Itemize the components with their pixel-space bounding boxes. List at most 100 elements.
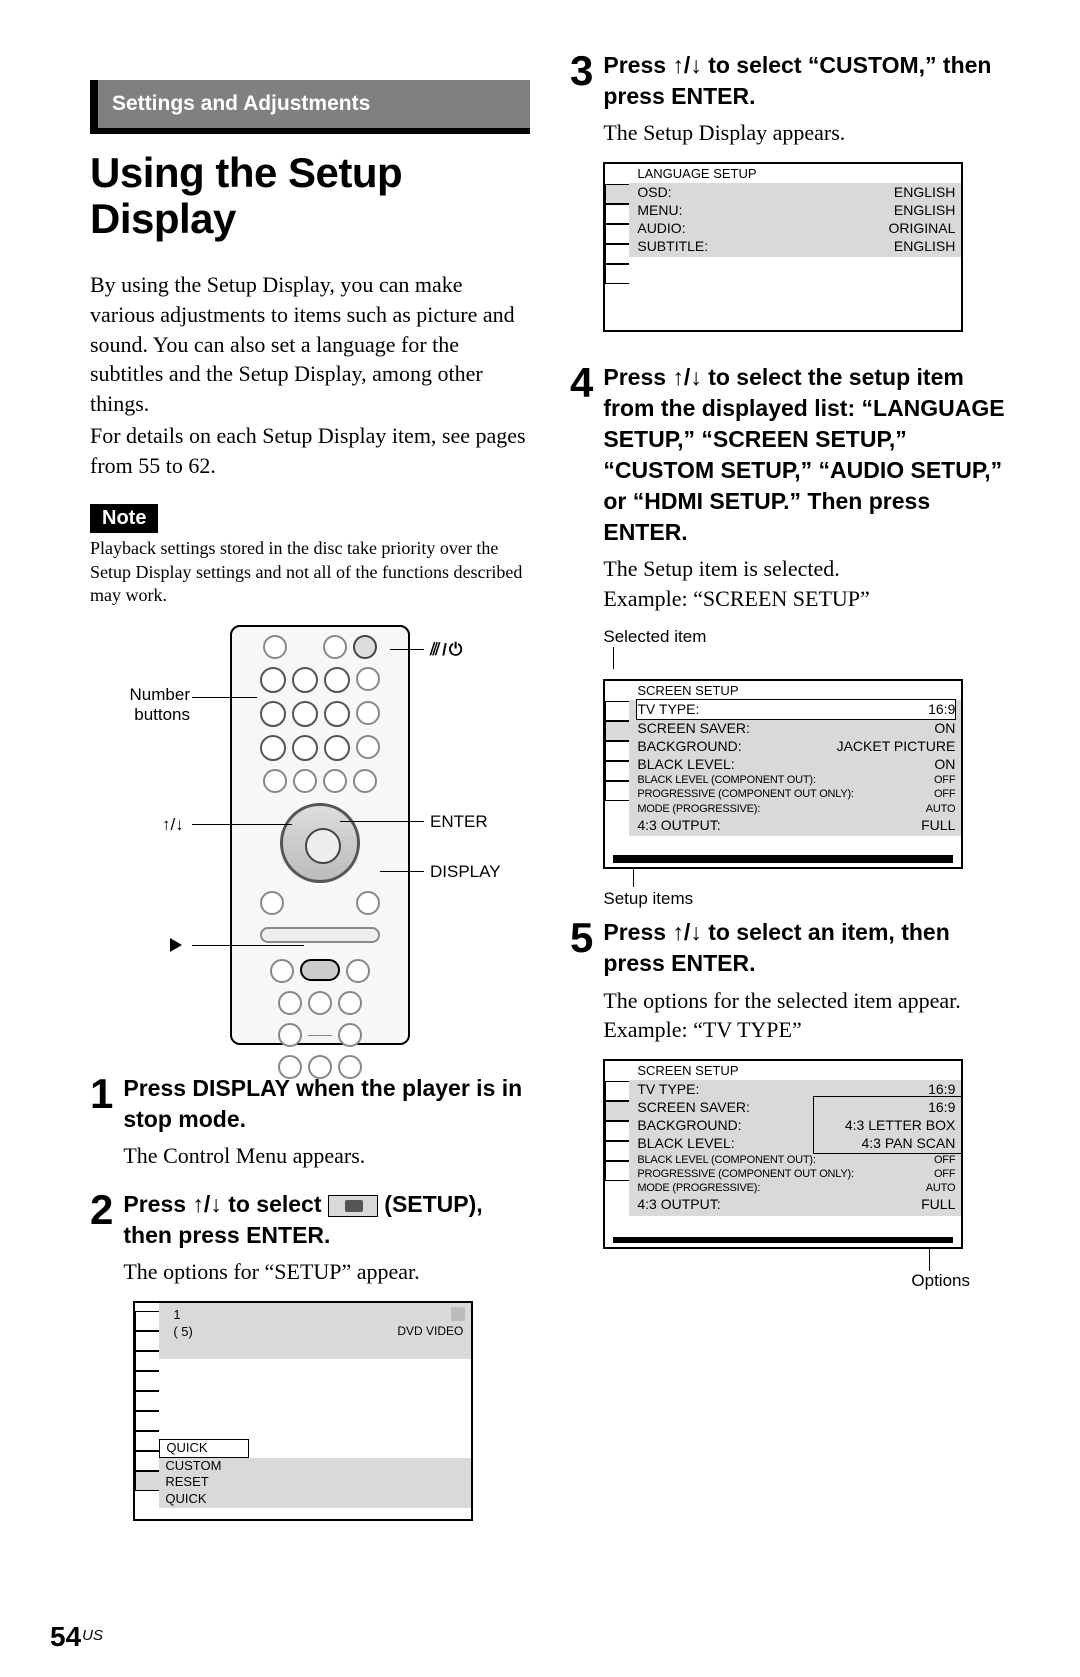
diag3-r3v: ORIGINAL	[888, 219, 955, 237]
step-3-head: Press ↑/↓ to select “CUSTOM,” then press…	[603, 50, 1010, 112]
step-2-desc: The options for “SETUP” appear.	[123, 1257, 530, 1287]
intro-p1: By using the Setup Display, you can make…	[90, 270, 530, 418]
page-number-value: 54	[50, 1621, 81, 1652]
columns: Settings and Adjustments Using the Setup…	[90, 50, 1020, 1521]
diag5-title: SCREEN SETUP	[629, 1061, 961, 1080]
diag4-r5k: BLACK LEVEL (COMPONENT OUT):	[637, 773, 823, 787]
diag5-r1k: TV TYPE:	[637, 1080, 707, 1098]
step-number: 1	[90, 1073, 113, 1115]
section-rule	[90, 128, 530, 134]
step-3: 3 Press ↑/↓ to select “CUSTOM,” then pre…	[570, 50, 1010, 332]
options-callout: Options	[603, 1249, 1010, 1299]
diag3-r4k: SUBTITLE:	[637, 237, 716, 255]
options-label: Options	[911, 1271, 970, 1291]
diag4-r7k: MODE (PROGRESSIVE):	[637, 802, 768, 816]
step-3-desc: The Setup Display appears.	[603, 118, 1010, 148]
note-body: Playback settings stored in the disc tak…	[90, 537, 530, 607]
diag5-r7k: MODE (PROGRESSIVE):	[637, 1181, 768, 1195]
page-number: 54US	[50, 1621, 103, 1653]
diag4-r5v: OFF	[934, 773, 955, 787]
diag4-r1k: TV TYPE:	[637, 700, 707, 718]
options-overlay	[813, 1096, 963, 1154]
arrows-label: ↑/↓	[162, 815, 184, 835]
diag5-r8v: FULL	[921, 1195, 955, 1213]
step-4-desc: The Setup item is selected.	[603, 554, 1010, 584]
diag2-opt1: QUICK	[159, 1439, 249, 1458]
enter-label: ENTER	[430, 812, 488, 832]
diag3-title: LANGUAGE SETUP	[629, 164, 961, 183]
page-number-suffix: US	[82, 1627, 103, 1644]
diag5-r3k: BACKGROUND:	[637, 1116, 749, 1134]
diag4-r2k: SCREEN SAVER:	[637, 719, 758, 737]
section-label: Settings and Adjustments	[90, 80, 530, 128]
step-5-desc: The options for the selected item appear…	[603, 986, 1010, 1016]
diag3-r3k: AUDIO:	[637, 219, 693, 237]
left-column: Settings and Adjustments Using the Setup…	[90, 50, 530, 1521]
remote-outline	[230, 625, 410, 1045]
display-label: DISPLAY	[430, 862, 501, 882]
remote-diagram: ⫻/⏻ Number buttons ↑/↓ ENTER DISPLAY	[90, 625, 530, 1055]
diag3-r1k: OSD:	[637, 183, 679, 201]
diag4-r8v: FULL	[921, 816, 955, 834]
step-1-desc: The Control Menu appears.	[123, 1141, 530, 1171]
step-4-example: Example: “SCREEN SETUP”	[603, 584, 1010, 614]
diag5-r6v: OFF	[934, 1167, 955, 1181]
step-number: 3	[570, 50, 593, 92]
diag2-num2: ( 5)	[173, 1324, 193, 1341]
note-tag: Note	[90, 504, 158, 533]
power-icon: ⫻/⏻	[430, 640, 464, 660]
step-2: 2 Press ↑/↓ to select (SETUP), then pres…	[90, 1189, 530, 1521]
screen-setup-diagram: SCREEN SETUP TV TYPE: 16:9 SCREEN SAVER: O…	[603, 679, 963, 869]
tvtype-diagram: SCREEN SETUP TV TYPE:16:9 SCREEN SAVER:1…	[603, 1059, 963, 1249]
osd-tabs	[605, 701, 629, 801]
step-5-example: Example: “TV TYPE”	[603, 1015, 1010, 1045]
osd-tabs	[605, 1081, 629, 1181]
diag4-r3v: JACKET PICTURE	[837, 737, 956, 755]
step-5-head: Press ↑/↓ to select an item, then press …	[603, 917, 1010, 979]
step-1: 1 Press DISPLAY when the player is in st…	[90, 1073, 530, 1171]
diag2-opt4: QUICK	[159, 1491, 471, 1508]
play-icon	[170, 938, 182, 952]
osd-tabs	[605, 184, 629, 284]
osd-tabs	[135, 1311, 159, 1491]
diag4-r1v: 16:9	[928, 700, 955, 718]
setup-icon	[328, 1195, 378, 1217]
step-number: 2	[90, 1189, 113, 1231]
step-2-head: Press ↑/↓ to select (SETUP), then press …	[123, 1189, 530, 1251]
diag4-r4k: BLACK LEVEL:	[637, 755, 742, 773]
diag4-title: SCREEN SETUP	[629, 681, 961, 700]
diag4-r2v: ON	[934, 719, 955, 737]
diag5-r7v: AUTO	[926, 1181, 956, 1195]
diag5-r5k: BLACK LEVEL (COMPONENT OUT):	[637, 1153, 823, 1167]
diag3-r2v: ENGLISH	[894, 201, 955, 219]
section-header: Settings and Adjustments	[90, 80, 530, 134]
diag3-r1v: ENGLISH	[894, 183, 955, 201]
number-buttons-label: Number buttons	[120, 685, 190, 725]
intro-text: By using the Setup Display, you can make…	[90, 270, 530, 480]
diag5-r8k: 4:3 OUTPUT:	[637, 1195, 728, 1213]
diag2-opt3: RESET	[159, 1474, 471, 1491]
right-column: 3 Press ↑/↓ to select “CUSTOM,” then pre…	[570, 50, 1010, 1521]
language-setup-diagram: LANGUAGE SETUP OSD:ENGLISH MENU:ENGLISH …	[603, 162, 963, 332]
diag4-r7v: AUTO	[926, 802, 956, 816]
diag5-r2k: SCREEN SAVER:	[637, 1098, 758, 1116]
intro-p2: For details on each Setup Display item, …	[90, 421, 530, 480]
diag4-r4v: ON	[934, 755, 955, 773]
diag4-r6k: PROGRESSIVE (COMPONENT OUT ONLY):	[637, 787, 862, 801]
step-1-head: Press DISPLAY when the player is in stop…	[123, 1073, 530, 1135]
page-title: Using the Setup Display	[90, 150, 530, 242]
page: Settings and Adjustments Using the Setup…	[0, 0, 1080, 1677]
step-4: 4 Press ↑/↓ to select the setup item fro…	[570, 362, 1010, 910]
step-5: 5 Press ↑/↓ to select an item, then pres…	[570, 917, 1010, 1298]
diag4-r8k: 4:3 OUTPUT:	[637, 816, 728, 834]
diag3-r2k: MENU:	[637, 201, 690, 219]
step-number: 4	[570, 362, 593, 404]
diag4-r6v: OFF	[934, 787, 955, 801]
step-4-head: Press ↑/↓ to select the setup item from …	[603, 362, 1010, 548]
diag2-dvd: DVD VIDEO	[397, 1324, 463, 1340]
diag2-num1: 1	[173, 1307, 463, 1324]
diag4-r3k: BACKGROUND:	[637, 737, 749, 755]
control-menu-diagram: 1 ( 5) DVD VIDEO QUICK CUSTOM	[133, 1301, 473, 1521]
selected-item-caption: Selected item	[603, 627, 1010, 647]
diag5-r6k: PROGRESSIVE (COMPONENT OUT ONLY):	[637, 1167, 862, 1181]
